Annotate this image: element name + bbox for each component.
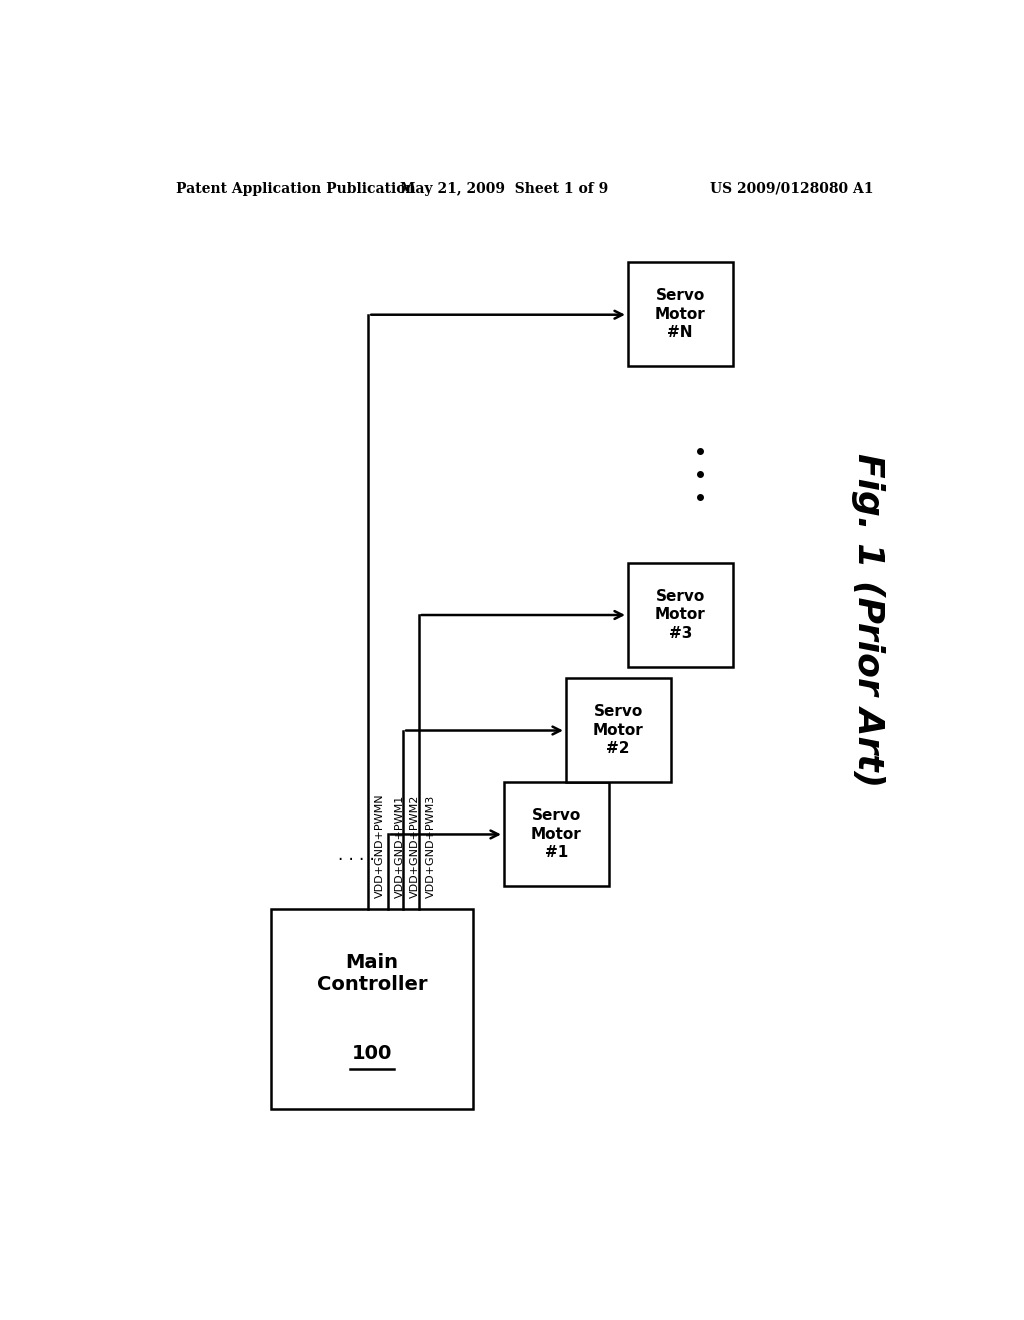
Text: 100: 100 xyxy=(352,1044,392,1063)
Text: Servo
Motor
#3: Servo Motor #3 xyxy=(654,589,706,640)
Text: Servo
Motor
#N: Servo Motor #N xyxy=(654,288,706,341)
Text: VDD+GND+PWM2: VDD+GND+PWM2 xyxy=(410,795,420,898)
Text: Servo
Motor
#2: Servo Motor #2 xyxy=(593,704,643,756)
Text: VDD+GND+PWM1: VDD+GND+PWM1 xyxy=(394,795,404,898)
Text: VDD+GND+PWMN: VDD+GND+PWMN xyxy=(375,793,385,898)
Text: US 2009/0128080 A1: US 2009/0128080 A1 xyxy=(710,182,873,195)
Text: Fig. 1 (Prior Art): Fig. 1 (Prior Art) xyxy=(851,453,885,788)
Text: VDD+GND+PWM3: VDD+GND+PWM3 xyxy=(426,795,435,898)
Text: Servo
Motor
#1: Servo Motor #1 xyxy=(530,808,582,861)
Bar xyxy=(504,781,608,886)
Bar xyxy=(271,909,473,1109)
Bar xyxy=(566,678,671,781)
Text: Patent Application Publication: Patent Application Publication xyxy=(176,182,416,195)
Bar xyxy=(628,562,732,667)
Text: May 21, 2009  Sheet 1 of 9: May 21, 2009 Sheet 1 of 9 xyxy=(399,182,608,195)
Bar xyxy=(628,263,732,367)
Text: . . . .: . . . . xyxy=(338,846,375,865)
Text: Main
Controller: Main Controller xyxy=(316,953,427,994)
